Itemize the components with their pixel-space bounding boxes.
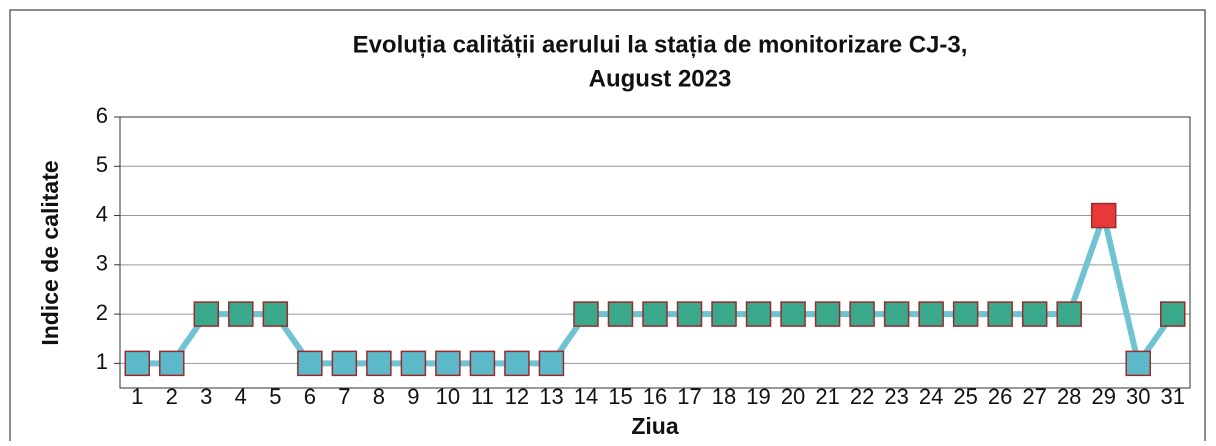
series-line xyxy=(137,212,1176,367)
x-tick-label: 2 xyxy=(166,384,178,409)
x-tick-label: 5 xyxy=(269,384,281,409)
x-tick-label: 31 xyxy=(1160,384,1184,409)
x-tick-label: 9 xyxy=(407,384,419,409)
chart-title: Evoluția calității aerului la stația de … xyxy=(353,31,968,58)
data-marker xyxy=(331,350,358,377)
y-tick-label: 2 xyxy=(96,300,108,325)
data-marker xyxy=(228,301,254,327)
x-tick-label: 25 xyxy=(953,384,977,409)
data-marker xyxy=(780,301,806,327)
x-tick-label: 17 xyxy=(677,384,701,409)
data-marker xyxy=(262,301,289,327)
x-tick-label: 16 xyxy=(643,384,667,409)
data-marker xyxy=(711,301,737,327)
data-marker xyxy=(159,350,185,377)
x-axis-label: Ziua xyxy=(631,413,678,439)
x-tick-label: 15 xyxy=(608,384,632,409)
y-tick-label: 5 xyxy=(96,152,108,177)
y-tick-label: 4 xyxy=(96,201,108,226)
data-marker xyxy=(918,301,944,327)
x-tick-label: 6 xyxy=(304,384,316,409)
x-tick-label: 8 xyxy=(373,384,385,409)
x-tick-label: 18 xyxy=(712,384,736,409)
plot-area xyxy=(119,116,1191,389)
x-tick-label: 4 xyxy=(235,384,247,409)
chart-title: August 2023 xyxy=(589,65,732,92)
y-tick-label: 6 xyxy=(96,103,108,128)
data-marker xyxy=(745,301,772,327)
x-tick-label: 21 xyxy=(815,384,839,409)
y-tick-label: 3 xyxy=(96,251,108,276)
data-marker xyxy=(366,350,392,377)
data-marker xyxy=(193,301,220,327)
chart-frame xyxy=(9,9,1206,446)
data-marker xyxy=(642,301,668,327)
data-marker xyxy=(504,350,530,377)
data-marker xyxy=(1125,350,1151,377)
data-marker xyxy=(987,301,1013,327)
y-axis-label: Indice de calitate xyxy=(37,160,63,345)
data-marker xyxy=(469,350,496,377)
data-marker xyxy=(1021,301,1048,327)
x-tick-label: 19 xyxy=(746,384,770,409)
x-tick-label: 22 xyxy=(850,384,874,409)
x-tick-label: 7 xyxy=(338,384,350,409)
x-tick-label: 29 xyxy=(1091,384,1115,409)
x-tick-label: 14 xyxy=(574,384,598,409)
x-tick-label: 12 xyxy=(505,384,529,409)
data-marker xyxy=(952,301,979,327)
data-marker xyxy=(607,301,634,327)
data-marker xyxy=(435,350,461,377)
x-tick-label: 11 xyxy=(471,384,494,409)
x-tick-label: 10 xyxy=(436,384,460,409)
data-marker xyxy=(883,301,910,327)
data-marker xyxy=(814,301,841,327)
x-tick-label: 3 xyxy=(200,384,212,409)
data-marker xyxy=(1056,301,1082,327)
data-marker xyxy=(849,301,875,327)
x-tick-label: 13 xyxy=(539,384,563,409)
data-marker xyxy=(573,301,599,327)
x-tick-label: 27 xyxy=(1022,384,1046,409)
x-tick-label: 28 xyxy=(1057,384,1081,409)
data-marker xyxy=(400,350,427,377)
x-tick-label: 24 xyxy=(919,384,943,409)
data-marker xyxy=(297,350,323,377)
y-tick-label: 1 xyxy=(96,349,108,374)
data-marker xyxy=(124,350,151,377)
data-marker xyxy=(1090,202,1117,229)
data-marker xyxy=(1159,301,1186,327)
x-tick-label: 30 xyxy=(1126,384,1150,409)
x-tick-label: 1 xyxy=(131,384,143,409)
x-tick-label: 23 xyxy=(884,384,908,409)
x-tick-label: 26 xyxy=(988,384,1012,409)
x-tick-label: 20 xyxy=(781,384,805,409)
data-marker xyxy=(676,301,703,327)
data-marker xyxy=(538,350,565,377)
